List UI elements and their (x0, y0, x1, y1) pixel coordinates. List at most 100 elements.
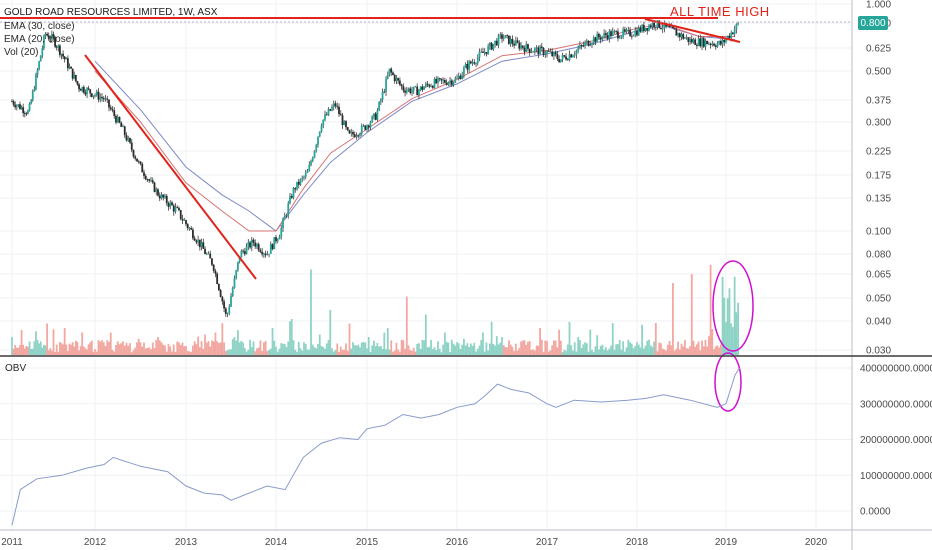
candle-body (185, 220, 187, 225)
volume-bar (665, 350, 667, 355)
legend-volume[interactable]: Vol (20) (4, 47, 38, 58)
trendline-downtrend[interactable] (84, 54, 257, 280)
candle-body (668, 25, 671, 28)
volume-bar (155, 340, 158, 355)
candle-body (443, 80, 446, 83)
candle-body (304, 172, 307, 177)
volume-bar (109, 332, 112, 355)
volume-bar (338, 351, 340, 355)
candle-body (499, 34, 502, 36)
candle-body (523, 47, 526, 52)
candle-body (511, 38, 514, 44)
volume-bar (57, 351, 60, 355)
candle-body (296, 181, 298, 190)
obv-spike-highlight[interactable] (714, 352, 742, 412)
candle-body (539, 46, 541, 55)
candle-body (572, 55, 574, 58)
volume-bar (25, 346, 28, 355)
volume-bar (418, 343, 420, 355)
volume-bar (535, 345, 538, 355)
candle-body (87, 88, 90, 90)
candle-body (289, 196, 291, 204)
legend-ema-30[interactable]: EMA (30, close) (4, 21, 75, 32)
candle-body (132, 150, 135, 157)
candle-body (76, 81, 79, 85)
volume-bar (447, 342, 450, 355)
volume-bar (483, 351, 486, 355)
price-axis-tick: 0.625 (866, 44, 891, 55)
volume-bar (73, 346, 76, 355)
candle-body (666, 25, 669, 27)
candle-body (630, 35, 633, 37)
volume-bar (12, 348, 15, 355)
volume-bar (573, 342, 576, 355)
price-axis-tick: 0.500 (866, 67, 891, 78)
volume-bar (348, 323, 351, 355)
candle-body (442, 80, 445, 81)
volume-bar (707, 336, 710, 355)
candle-body (200, 242, 203, 248)
volume-bar (596, 335, 599, 355)
candle-body (532, 51, 535, 53)
volume-bar (214, 332, 217, 355)
candle-body (12, 101, 15, 105)
volume-bar (151, 342, 154, 355)
candle-body (711, 43, 714, 45)
volume-bar (661, 348, 664, 355)
volume-bar (63, 328, 66, 355)
volume-bar (176, 341, 179, 355)
volume-spike-highlight[interactable] (712, 260, 754, 352)
candle-body (130, 142, 133, 151)
volume-bar (383, 332, 386, 355)
candle-body (421, 86, 424, 90)
volume-bar (304, 343, 307, 355)
volume-bar (334, 349, 337, 355)
candle-body (677, 33, 679, 36)
volume-bar (485, 342, 488, 355)
candle-body (520, 45, 522, 49)
volume-bar (714, 346, 717, 355)
volume-bar (68, 343, 71, 355)
volume-bar (97, 340, 100, 355)
candle-body (134, 156, 137, 159)
candle-body (376, 110, 379, 120)
volume-bar (66, 350, 69, 355)
volume-bar (254, 351, 257, 355)
candle-body (318, 131, 321, 137)
candle-body (404, 90, 406, 93)
price-axis-tick: 0.300 (866, 118, 891, 129)
obv-panel-label[interactable]: OBV (5, 363, 26, 374)
volume-bar (442, 344, 445, 355)
candle-body (565, 56, 567, 60)
candle-body (469, 61, 472, 64)
candle-body (613, 30, 616, 32)
volume-bar (360, 342, 363, 355)
legend-ema-20[interactable]: EMA (20, close) (4, 34, 75, 45)
volume-bar (320, 345, 323, 355)
candle-body (398, 80, 401, 85)
candle-body (276, 239, 279, 242)
candle-body (528, 48, 531, 53)
volume-bar (694, 346, 697, 355)
trendline-descending-resistance[interactable] (644, 18, 741, 43)
candle-body (292, 188, 295, 198)
candle-body (322, 119, 325, 126)
candle-body (68, 66, 71, 69)
candle-body (188, 228, 191, 229)
volume-bar (55, 344, 58, 355)
volume-bar (518, 347, 521, 355)
candle-body (226, 313, 229, 315)
volume-bar (217, 343, 220, 355)
candle-body (716, 43, 719, 47)
candle-body (719, 41, 722, 45)
candle-body (79, 89, 82, 91)
candle-body (678, 33, 681, 38)
volume-bar (672, 283, 674, 355)
candle-body (192, 229, 194, 239)
volume-bar (15, 347, 18, 355)
volume-bar (718, 347, 721, 355)
volume-bar (653, 341, 656, 355)
candle-body (654, 26, 657, 28)
volume-bar (542, 352, 545, 355)
candle-body (315, 144, 318, 151)
